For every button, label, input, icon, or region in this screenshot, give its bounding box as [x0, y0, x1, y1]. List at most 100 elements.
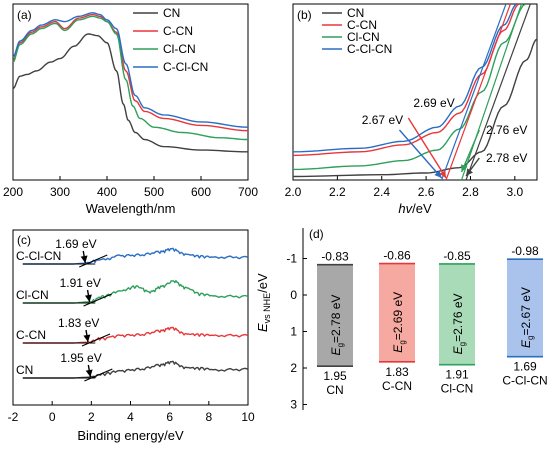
- panel-c-value-C-Cl-CN: 1.69 eV: [55, 237, 96, 251]
- panel-b-xlabel: hv/eV: [398, 201, 432, 216]
- panel-d-vb-label-C-CN: 1.83: [385, 365, 409, 379]
- panel-d-gap-E: E: [519, 339, 533, 348]
- panel-b-xlabel-italic: hv: [398, 201, 413, 216]
- panel-d-gap-label-CN: Eg=2.78 eV: [329, 295, 345, 356]
- panel-c-arrow: [80, 250, 88, 264]
- panel-c-edge-line: [83, 293, 112, 307]
- panel-c-arrow-head: [84, 294, 92, 302]
- panel-c-name-C-Cl-CN: C-Cl-CN: [16, 249, 61, 263]
- panel-b-xtick-label: 2.2: [329, 185, 346, 199]
- panel-b-arrow-green-shaft: [460, 129, 480, 173]
- panel-a-xtick-label: 300: [50, 185, 70, 199]
- panel-d-gap-value: =2.69 eV: [391, 292, 405, 340]
- panel-d-gap-sub: g: [336, 343, 345, 347]
- panel-b-legend-C-CN: C-CN: [347, 18, 377, 32]
- panel-b-xtick-label: 3.0: [506, 185, 523, 199]
- panel-b-frame: [292, 3, 538, 181]
- panel-a-legend-Cl-CN: Cl-CN: [163, 42, 196, 56]
- panel-a-xtick-label: 500: [144, 185, 164, 199]
- panel-d-name-CN: CN: [326, 383, 343, 397]
- panel-d-cb-label-Cl-CN: -0.85: [443, 249, 471, 263]
- panel-d-gap-sub: g: [398, 340, 407, 344]
- panel-a-label: (a): [17, 8, 32, 22]
- panel-b-arrow-red: [407, 117, 447, 179]
- panel-d-gap-sub: g: [526, 335, 535, 339]
- panel-b-arrow-blue-shaft: [398, 129, 443, 179]
- panel-d-gap-E: E: [329, 346, 343, 355]
- panel-d-cb-label-C-Cl-CN: -0.98: [511, 244, 539, 258]
- panel-b-tangent: [465, 4, 531, 180]
- panel-d-ytick-label: 2: [290, 361, 297, 375]
- panel-c-series-C-CN: [22, 326, 249, 344]
- panel-c-xtick-label: 4: [127, 410, 134, 424]
- panel-c-name-CN: CN: [16, 363, 33, 377]
- panel-a-xtick-label: 600: [191, 185, 211, 199]
- panel-d-ytick-label: 1: [290, 325, 297, 339]
- panel-c-xlabel: Binding energy/eV: [77, 428, 184, 443]
- panel-b-arrow-blue-head: [434, 170, 442, 178]
- panel-b-annotation-276: 2.76 eV: [486, 123, 527, 137]
- panel-c-series-Cl-CN: [22, 280, 249, 304]
- panel-c-series-CN: [22, 360, 249, 379]
- panel-b-annotation-278: 2.78 eV: [486, 151, 527, 165]
- panel-a-xtick-label: 400: [97, 185, 117, 199]
- panel-c-edge-line: [81, 333, 111, 347]
- panel-b-legend-CN: CN: [347, 6, 364, 20]
- panel-c-arrow: [85, 364, 93, 378]
- panel-c-arrow-head: [83, 334, 91, 342]
- panel-d-ylabel-sub: vs NHE: [262, 293, 272, 324]
- panel-d-gap-value: =2.76 eV: [451, 294, 465, 342]
- panel-b-xlabel-unit: /eV: [412, 201, 432, 216]
- panel-a-xlabel: Wavelength/nm: [86, 201, 176, 216]
- panel-b-xtick-label: 2.4: [373, 185, 390, 199]
- panel-d-ytick-label: -1: [286, 252, 297, 266]
- panel-b-series-C-Cl-CN: [293, 4, 518, 153]
- panel-a-xtick-label: 700: [238, 185, 258, 199]
- panel-b-arrow-red-shaft: [407, 117, 447, 179]
- panel-c-xtick-label: 2: [88, 410, 95, 424]
- panel-b-arrow-green: [460, 129, 480, 173]
- panel-d-vb-label-CN: 1.95: [323, 369, 347, 383]
- panel-d-ylabel: Evs NHE/eV: [255, 273, 272, 332]
- panel-d-ylabel-unit: /eV: [255, 273, 270, 293]
- panel-c-value-Cl-CN: 1.91 eV: [60, 276, 101, 290]
- panel-c-arrow-head: [85, 369, 93, 377]
- panel-d-bar-Cl-CN: [439, 263, 475, 365]
- panel-d-label: (d): [309, 227, 324, 241]
- panel-b-series-Cl-CN: [293, 4, 527, 171]
- panel-b-arrow-blue: [398, 129, 443, 179]
- panel-b-tangent: [441, 4, 507, 180]
- panel-a-series-CN: [12, 33, 248, 153]
- panel-d-bar-CN: [317, 264, 353, 367]
- panel-b-xtick-label: 2.8: [462, 185, 479, 199]
- panel-b-arrow-black-head: [466, 168, 473, 176]
- panel-b-tangent: [461, 4, 523, 180]
- panel-c-arrow: [83, 329, 91, 343]
- panel-d-bar-C-CN: [379, 263, 415, 362]
- panel-c-xtick-label: 0: [49, 410, 56, 424]
- panel-d-bar-C-Cl-CN: [507, 259, 543, 357]
- panel-c-arrow-head: [80, 255, 88, 263]
- panel-d-ytick-label: 0: [290, 288, 297, 302]
- panel-b-annotation-269: 2.69 eV: [413, 96, 454, 110]
- panel-b-xtick-label: 2.0: [285, 185, 302, 199]
- panel-d-gap-E: E: [451, 345, 465, 354]
- panel-c-value-C-CN: 1.83 eV: [58, 316, 99, 330]
- panel-d-gap-label-Cl-CN: Eg=2.76 eV: [451, 294, 467, 355]
- panel-c-xtick-label: 6: [166, 410, 173, 424]
- panel-b-arrow-red-head: [439, 170, 447, 178]
- panel-d-ylabel-E: E: [255, 323, 270, 332]
- panel-a-series-C-CN: [12, 13, 249, 132]
- panel-b-plot: [293, 4, 537, 180]
- panel-a-series-Cl-CN: [12, 15, 248, 141]
- panel-c-name-Cl-CN: Cl-CN: [16, 288, 49, 302]
- panel-d-cb-label-C-CN: -0.86: [383, 249, 411, 263]
- panel-a-series-C-Cl-CN: [12, 12, 249, 128]
- panel-c-edge-line: [84, 368, 113, 382]
- panel-d-name-C-CN: C-CN: [382, 379, 412, 393]
- panel-c-xtick-label: -2: [8, 410, 19, 424]
- panel-d-gap-value: =2.67 eV: [519, 287, 533, 335]
- panel-c-label: (c): [17, 233, 31, 247]
- panel-b-annotation-267: 2.67 eV: [362, 113, 403, 127]
